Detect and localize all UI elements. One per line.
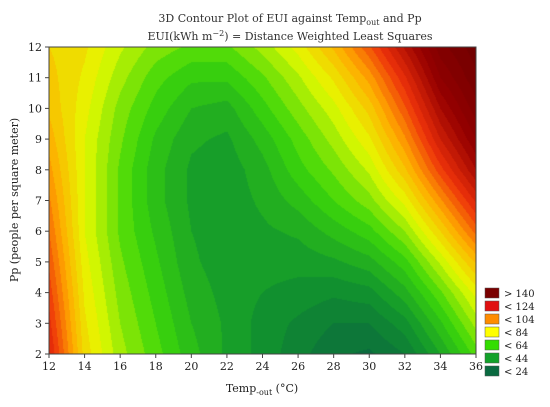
x-tick-label: 36	[469, 360, 483, 373]
legend-swatch	[484, 300, 500, 312]
legend-swatch	[484, 352, 500, 364]
x-tick-label: 30	[362, 360, 376, 373]
y-tick-label: 8	[35, 164, 42, 177]
legend: > 140 < 124 < 104 < 84 < 64 < 44 < 24	[484, 287, 535, 378]
y-tick-label: 4	[35, 287, 42, 300]
legend-label: < 44	[504, 354, 528, 365]
x-tick-label: 28	[327, 360, 341, 373]
legend-label: < 104	[504, 315, 535, 326]
legend-label: < 124	[504, 302, 535, 313]
y-tick-label: 6	[35, 225, 42, 238]
y-tick-label: 2	[35, 348, 42, 361]
chart-title: 3D Contour Plot of EUI against Tempout a…	[158, 12, 421, 27]
y-tick-label: 3	[35, 317, 42, 330]
x-tick-label: 18	[149, 360, 163, 373]
x-tick-label: 22	[220, 360, 234, 373]
x-tick-label: 12	[42, 360, 56, 373]
y-tick-label: 11	[28, 72, 42, 85]
chart-subtitle: EUI(kWh m−2) = Distance Weighted Least S…	[147, 29, 432, 43]
y-tick-label: 10	[28, 102, 42, 115]
y-tick-label: 9	[35, 133, 42, 146]
legend-label: < 64	[504, 341, 528, 352]
x-tick-label: 20	[184, 360, 198, 373]
y-tick-label: 12	[28, 41, 42, 54]
y-axis-label: Pp (people per square meter)	[8, 118, 21, 282]
legend-swatch	[484, 287, 500, 299]
legend-swatch	[484, 339, 500, 351]
x-tick-label: 34	[433, 360, 447, 373]
contour-surface	[49, 47, 476, 354]
x-tick-label: 24	[256, 360, 270, 373]
legend-label: < 84	[504, 328, 528, 339]
legend-swatch	[484, 313, 500, 325]
legend-label: > 140	[504, 289, 535, 300]
x-tick-label: 26	[291, 360, 305, 373]
x-axis-label: Temp-out (°C)	[226, 382, 298, 397]
legend-swatch	[484, 365, 500, 377]
legend-swatch	[484, 326, 500, 338]
x-axis: 12 14 16 18 20 22 24 26 28 30 32 34 36	[42, 354, 483, 373]
x-tick-label: 32	[398, 360, 412, 373]
y-tick-label: 7	[35, 195, 42, 208]
y-tick-label: 5	[35, 256, 42, 269]
x-tick-label: 16	[113, 360, 127, 373]
y-axis: 2 3 4 5 6 7 8 9 10 11 12	[28, 41, 49, 361]
plot-area	[49, 47, 476, 354]
legend-label: < 24	[504, 367, 528, 378]
x-tick-label: 14	[78, 360, 92, 373]
